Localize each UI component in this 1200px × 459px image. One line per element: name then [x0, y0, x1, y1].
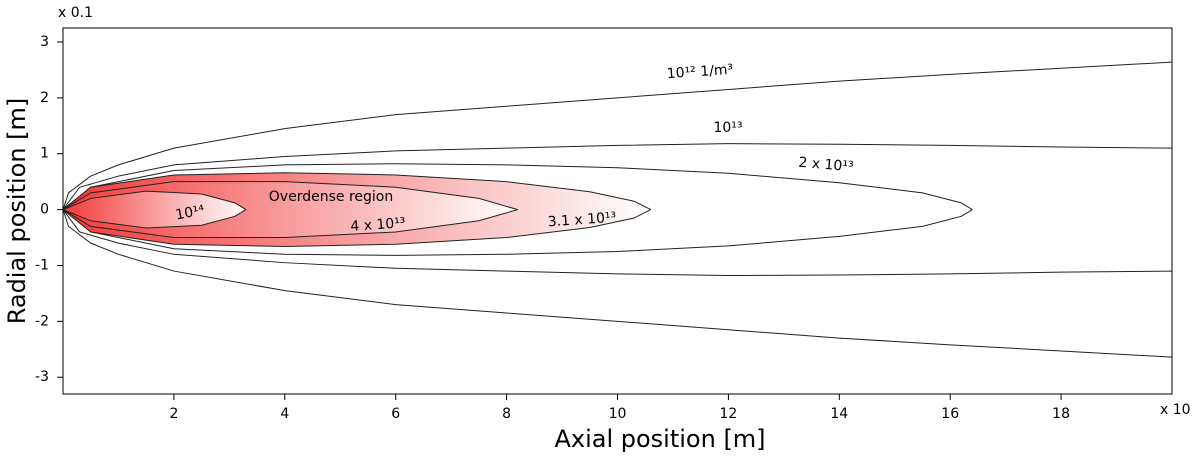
contour-label: 10¹⁴	[174, 203, 206, 224]
contour-label: 2 x 10¹³	[798, 155, 854, 176]
x-tick-label: 16	[941, 406, 959, 422]
x-tick-label: 2	[169, 406, 178, 422]
y-tick-label: -3	[35, 369, 49, 385]
x-tick-label: 4	[280, 406, 289, 422]
x-axis-title: Axial position [m]	[554, 425, 765, 453]
x-tick-label: 10	[609, 406, 627, 422]
y-tick-label: 3	[40, 34, 49, 50]
contour-label: 3.1 x 10¹³	[547, 210, 616, 231]
contour-fill	[63, 191, 246, 229]
y-tick-label: -2	[35, 313, 49, 329]
contour-line-lower	[62, 209, 518, 239]
contour-line-lower	[62, 209, 247, 229]
y-tick-label: 1	[40, 146, 49, 162]
x-tick-label: 14	[830, 406, 848, 422]
contour-line-upper	[62, 190, 247, 211]
contour-line-lower	[62, 209, 1173, 358]
contour-label: 10¹² 1/m³	[666, 62, 733, 83]
x-multiplier: x 10	[1160, 402, 1191, 418]
y-tick-label: -1	[35, 257, 49, 273]
contour-label: 4 x 10¹³	[350, 215, 406, 235]
x-tick-label: 6	[391, 406, 400, 422]
x-tick-label: 18	[1052, 406, 1070, 422]
contour-label: 10¹³	[713, 120, 742, 136]
plot-area	[62, 61, 1173, 358]
contour-line-lower	[62, 209, 1173, 277]
contour-line-upper	[62, 181, 518, 211]
annotation: Overdense region	[269, 189, 393, 205]
contour-line-lower	[62, 209, 651, 247]
y-axis-title: Radial position [m]	[3, 98, 31, 325]
x-tick-label: 8	[502, 406, 511, 422]
contour-line-upper	[62, 172, 651, 211]
contour-line-lower	[62, 209, 973, 256]
y-multiplier: x 0.1	[58, 5, 93, 21]
contour-line-upper	[62, 163, 973, 211]
y-tick-label: 0	[40, 202, 49, 218]
contour-line-upper	[62, 143, 1173, 210]
x-tick-label: 12	[719, 406, 737, 422]
contour-line-upper	[62, 61, 1173, 210]
y-tick-label: 2	[40, 90, 49, 106]
